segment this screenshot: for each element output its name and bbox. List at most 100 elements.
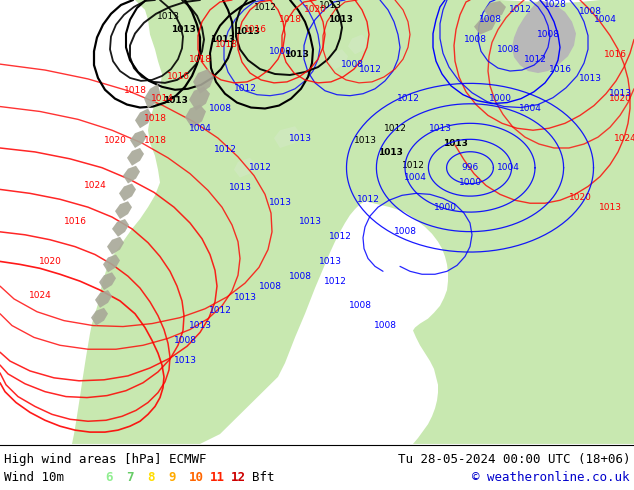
Text: 1013: 1013 bbox=[210, 35, 235, 44]
Text: 1020: 1020 bbox=[569, 193, 592, 202]
Text: 1004: 1004 bbox=[188, 124, 211, 133]
Text: 1004: 1004 bbox=[404, 173, 427, 182]
Text: 1013: 1013 bbox=[228, 183, 252, 192]
Text: 1013: 1013 bbox=[283, 50, 308, 59]
Text: High wind areas [hPa] ECMWF: High wind areas [hPa] ECMWF bbox=[4, 453, 207, 466]
Text: 8: 8 bbox=[147, 471, 155, 484]
Text: 1012: 1012 bbox=[356, 195, 379, 204]
Text: 1018: 1018 bbox=[143, 136, 167, 145]
Text: 1012: 1012 bbox=[254, 3, 276, 12]
Text: 1012: 1012 bbox=[328, 232, 351, 241]
Text: 1013: 1013 bbox=[235, 27, 259, 36]
Text: 1014: 1014 bbox=[150, 94, 174, 103]
Polygon shape bbox=[91, 308, 108, 325]
Text: 1013: 1013 bbox=[171, 25, 195, 34]
Text: 1013: 1013 bbox=[578, 74, 602, 83]
Text: 1012: 1012 bbox=[384, 124, 406, 133]
Text: 996: 996 bbox=[462, 163, 479, 172]
Polygon shape bbox=[112, 219, 129, 237]
Text: 1012: 1012 bbox=[396, 94, 420, 103]
Text: 1013: 1013 bbox=[269, 198, 292, 207]
Polygon shape bbox=[99, 272, 116, 290]
Polygon shape bbox=[274, 126, 300, 148]
Text: 1024: 1024 bbox=[614, 134, 634, 143]
Text: 1013: 1013 bbox=[299, 218, 321, 226]
Text: 1008: 1008 bbox=[209, 104, 231, 113]
Text: 1020: 1020 bbox=[304, 5, 327, 14]
Polygon shape bbox=[189, 87, 210, 110]
Text: 1008: 1008 bbox=[578, 7, 602, 16]
Polygon shape bbox=[328, 49, 348, 69]
Polygon shape bbox=[234, 158, 256, 177]
Text: 1024: 1024 bbox=[29, 292, 51, 300]
Text: 1012: 1012 bbox=[233, 84, 256, 93]
Text: 1008: 1008 bbox=[536, 30, 559, 39]
Text: 1008: 1008 bbox=[496, 45, 519, 54]
Text: 1013: 1013 bbox=[609, 89, 631, 98]
Text: 1013: 1013 bbox=[233, 294, 257, 302]
Text: 1000: 1000 bbox=[458, 178, 481, 187]
Text: 1018: 1018 bbox=[143, 114, 167, 123]
Polygon shape bbox=[474, 16, 496, 34]
Text: 1004: 1004 bbox=[519, 104, 541, 113]
Text: 1008: 1008 bbox=[479, 15, 501, 24]
Text: 1012: 1012 bbox=[214, 146, 236, 154]
Polygon shape bbox=[348, 34, 368, 54]
Text: 1018: 1018 bbox=[214, 40, 238, 49]
Polygon shape bbox=[130, 130, 147, 148]
Text: Tu 28-05-2024 00:00 UTC (18+06): Tu 28-05-2024 00:00 UTC (18+06) bbox=[398, 453, 630, 466]
Text: 1004: 1004 bbox=[593, 15, 616, 24]
Text: 1013: 1013 bbox=[328, 15, 353, 24]
Text: 1008: 1008 bbox=[259, 282, 281, 291]
Text: 1013: 1013 bbox=[188, 321, 212, 330]
Text: 1012: 1012 bbox=[401, 161, 424, 170]
Text: 1008: 1008 bbox=[349, 301, 372, 310]
Polygon shape bbox=[135, 108, 152, 128]
Text: Bft: Bft bbox=[252, 471, 275, 484]
Text: 1013: 1013 bbox=[598, 203, 621, 212]
Text: 10: 10 bbox=[189, 471, 204, 484]
Text: 1008: 1008 bbox=[340, 60, 363, 69]
Text: 1013: 1013 bbox=[443, 139, 467, 147]
Text: 1016: 1016 bbox=[63, 218, 86, 226]
Text: 1013: 1013 bbox=[354, 136, 377, 145]
Text: 1008: 1008 bbox=[174, 336, 197, 345]
Text: 6: 6 bbox=[105, 471, 112, 484]
Polygon shape bbox=[484, 1, 506, 20]
Text: 1012: 1012 bbox=[249, 163, 271, 172]
Text: © weatheronline.co.uk: © weatheronline.co.uk bbox=[472, 471, 630, 484]
Text: 1024: 1024 bbox=[84, 181, 107, 190]
Text: 1020: 1020 bbox=[103, 136, 126, 145]
Text: 7: 7 bbox=[126, 471, 134, 484]
Polygon shape bbox=[103, 254, 120, 272]
Polygon shape bbox=[144, 84, 160, 108]
Text: 1020: 1020 bbox=[609, 94, 631, 103]
Text: 1012: 1012 bbox=[359, 65, 382, 74]
Text: 1018: 1018 bbox=[124, 86, 146, 95]
Text: 1013: 1013 bbox=[288, 134, 311, 143]
Text: 1018: 1018 bbox=[188, 55, 212, 64]
Text: 1012: 1012 bbox=[508, 5, 531, 14]
Text: 1028: 1028 bbox=[543, 0, 566, 9]
Text: 1013: 1013 bbox=[318, 1, 342, 10]
Text: 1016: 1016 bbox=[548, 65, 571, 74]
Text: 1012: 1012 bbox=[323, 277, 346, 286]
Text: 1008: 1008 bbox=[288, 272, 311, 281]
Polygon shape bbox=[95, 290, 112, 308]
Text: Wind 10m: Wind 10m bbox=[4, 471, 64, 484]
Polygon shape bbox=[185, 104, 206, 128]
Text: 11: 11 bbox=[210, 471, 225, 484]
Text: 1016: 1016 bbox=[167, 73, 190, 81]
Text: 1013: 1013 bbox=[378, 148, 403, 157]
Text: 1012: 1012 bbox=[524, 55, 547, 64]
Text: 1000: 1000 bbox=[434, 203, 456, 212]
Polygon shape bbox=[72, 0, 634, 444]
Text: 1004: 1004 bbox=[496, 163, 519, 172]
Text: 1008: 1008 bbox=[373, 321, 396, 330]
Polygon shape bbox=[107, 237, 124, 254]
Text: 1012: 1012 bbox=[209, 306, 231, 315]
Text: 1013: 1013 bbox=[162, 96, 188, 105]
Text: 1008: 1008 bbox=[463, 35, 486, 44]
Text: 1013: 1013 bbox=[429, 124, 451, 133]
Text: 1020: 1020 bbox=[39, 257, 61, 266]
